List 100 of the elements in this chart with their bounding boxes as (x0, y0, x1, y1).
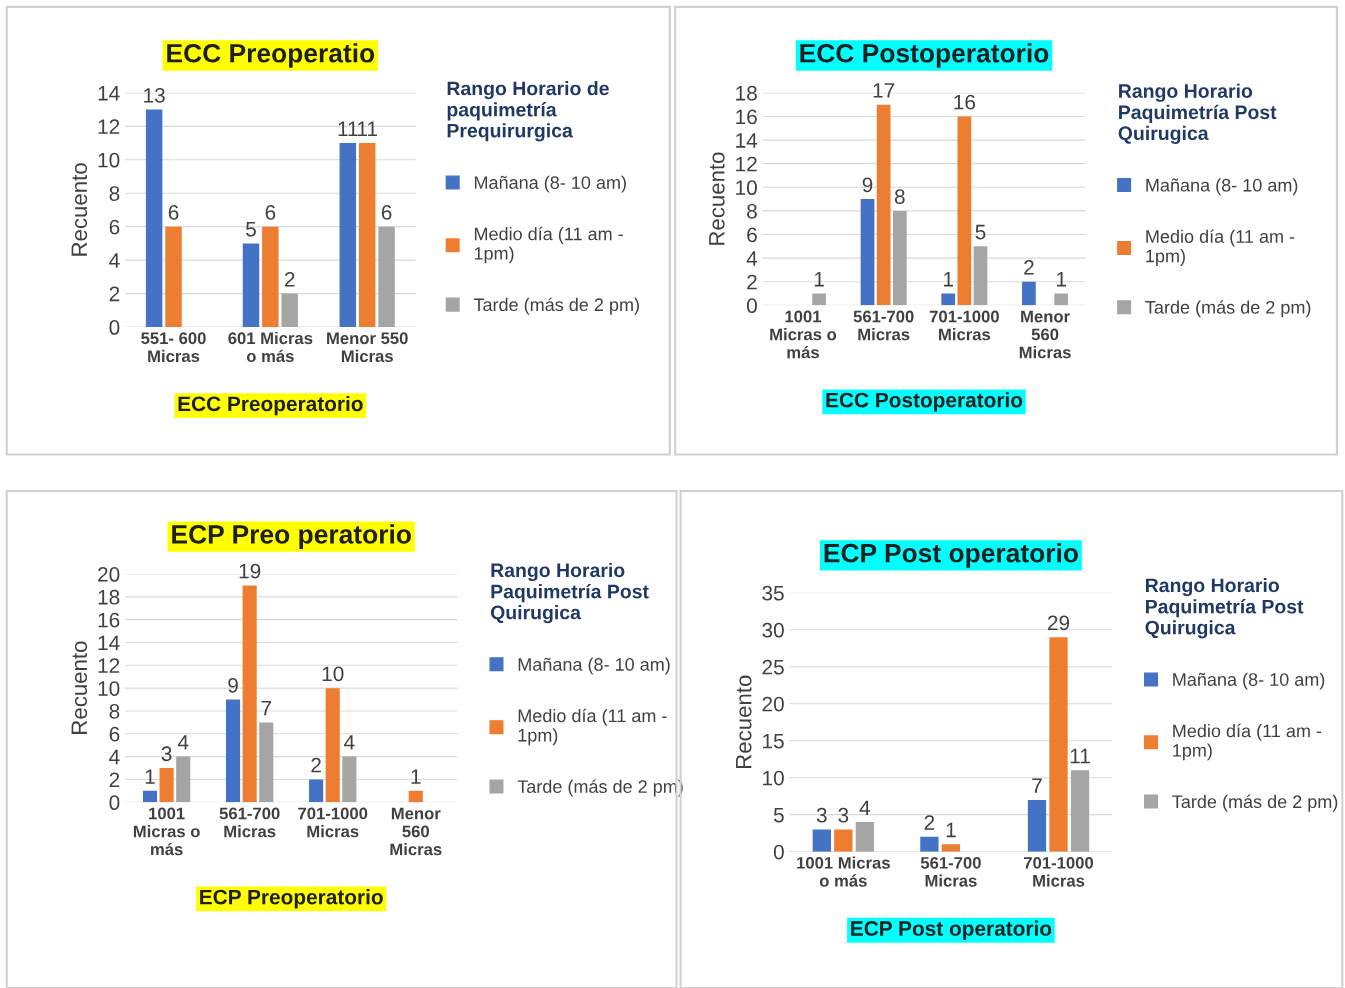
data-label: 1 (411, 769, 421, 784)
x-tick-label: Menor 550 Micras (327, 332, 408, 363)
data-label: 9 (228, 677, 238, 693)
legend-label: Medio día (11 am - 1pm) (1146, 229, 1295, 266)
bar (812, 829, 831, 852)
y-tick-label: 20 (98, 567, 120, 582)
bar (358, 143, 376, 328)
bar (892, 210, 907, 306)
y-tick-label: 2 (747, 274, 757, 290)
legend-label: Tarde (más de 2 pm) (1145, 300, 1311, 318)
x-tick-label: 701-1000 Micras (298, 807, 368, 838)
x-axis-title: ECC Postoperatorio (826, 392, 1023, 412)
data-label: 3 (161, 746, 172, 762)
bar (973, 246, 988, 306)
legend-label: Medio día (11 am - 1pm) (474, 226, 623, 264)
bar (262, 226, 279, 328)
y-axis-title: Recuento (709, 152, 725, 245)
bar (142, 790, 158, 803)
y-tick-label: 6 (747, 227, 757, 243)
y-tick-label: 16 (98, 612, 120, 628)
bar (920, 836, 939, 852)
bar (159, 768, 174, 803)
bar (1022, 281, 1036, 306)
data-label: 1 (944, 272, 953, 287)
legend-label: Mañana (8- 10 am) (474, 175, 626, 193)
y-tick-label: 2 (109, 286, 120, 302)
bar (855, 822, 874, 852)
bar (1027, 799, 1047, 852)
chart-title: ECC Preoperatio (167, 43, 375, 68)
bar (957, 116, 972, 306)
legend-label: Medio día (11 am - 1pm) (1173, 723, 1322, 761)
legend-label: Tarde (más de 2 pm) (1172, 794, 1338, 812)
data-label: 11 (1070, 748, 1090, 764)
bar (941, 293, 956, 306)
y-tick-label: 6 (109, 726, 120, 742)
y-tick-label: 18 (98, 589, 120, 605)
x-axis-title: ECC Preoperatorio (178, 395, 363, 416)
bar (812, 293, 826, 306)
data-label: 1 (145, 769, 155, 784)
data-label: 2 (1024, 260, 1034, 275)
data-label: 4 (177, 735, 189, 750)
data-label: 8 (894, 189, 905, 204)
x-axis-title: ECP Preoperatorio (200, 889, 383, 909)
bar (226, 699, 241, 803)
legend-title: Rango Horario Paquimetría Post Quirugica (1118, 83, 1277, 145)
data-label: 2 (924, 815, 935, 830)
y-tick-label: 14 (98, 635, 120, 651)
x-tick-label: 601 Micras o más (228, 331, 313, 363)
bar (1049, 637, 1068, 852)
legend-label: Tarde (más de 2 pm) (473, 297, 639, 315)
bar (408, 790, 423, 803)
bar (342, 756, 357, 803)
y-tick-label: 8 (747, 203, 757, 219)
y-tick-label: 14 (98, 86, 120, 101)
legend-label: Mañana (8- 10 am) (1146, 178, 1298, 196)
y-tick-label: 12 (736, 156, 757, 172)
y-tick-label: 10 (98, 681, 120, 696)
bar (1054, 293, 1069, 306)
data-label: 13 (144, 87, 165, 103)
x-tick-label: 561-700 Micras (219, 807, 280, 838)
bar (339, 143, 357, 328)
data-label: 11 (338, 121, 358, 136)
x-tick-label: 551- 600 Micras (141, 332, 206, 363)
legend-label: Medio día (11 am - 1pm) (518, 708, 667, 746)
x-tick-label: 561-700 Micras (853, 310, 914, 341)
data-label: 2 (311, 757, 321, 773)
data-label: 7 (1032, 778, 1042, 793)
bar (281, 293, 298, 328)
data-label: 1 (1057, 272, 1066, 287)
x-tick-label: 701-1000 Micras (929, 310, 999, 341)
x-tick-label: 561-700 Micras (920, 856, 981, 887)
y-tick-label: 16 (736, 109, 757, 125)
bar (259, 722, 274, 803)
data-label: 11 (357, 121, 377, 136)
data-label: 6 (168, 205, 179, 220)
data-label: 7 (261, 700, 272, 716)
data-label: 17 (873, 83, 895, 98)
data-label: 29 (1047, 615, 1070, 631)
y-tick-label: 0 (109, 795, 120, 811)
y-tick-label: 10 (98, 152, 120, 168)
x-tick-label: Menor 560 Micras (390, 807, 442, 856)
y-tick-label: 15 (763, 733, 784, 749)
legend-label: Mañana (8- 10 am) (1173, 672, 1325, 690)
data-label: 3 (838, 807, 849, 823)
bar (176, 756, 191, 803)
y-tick-label: 5 (773, 807, 784, 823)
y-tick-label: 35 (762, 585, 784, 601)
y-tick-label: 20 (762, 696, 784, 712)
data-label: 16 (954, 94, 976, 110)
x-tick-label: 1001 Micras o más (133, 807, 200, 856)
bar (1070, 770, 1090, 852)
bar (860, 199, 875, 306)
bar (941, 844, 961, 852)
data-label: 2 (284, 271, 295, 287)
y-tick-label: 4 (109, 749, 120, 765)
y-tick-label: 12 (98, 119, 120, 134)
legend-title: Rango Horario Paquimetría Post Quirugica (1145, 577, 1304, 639)
y-tick-label: 0 (746, 298, 757, 314)
legend-label: Mañana (8- 10 am) (518, 657, 670, 675)
data-label: 9 (862, 177, 873, 193)
